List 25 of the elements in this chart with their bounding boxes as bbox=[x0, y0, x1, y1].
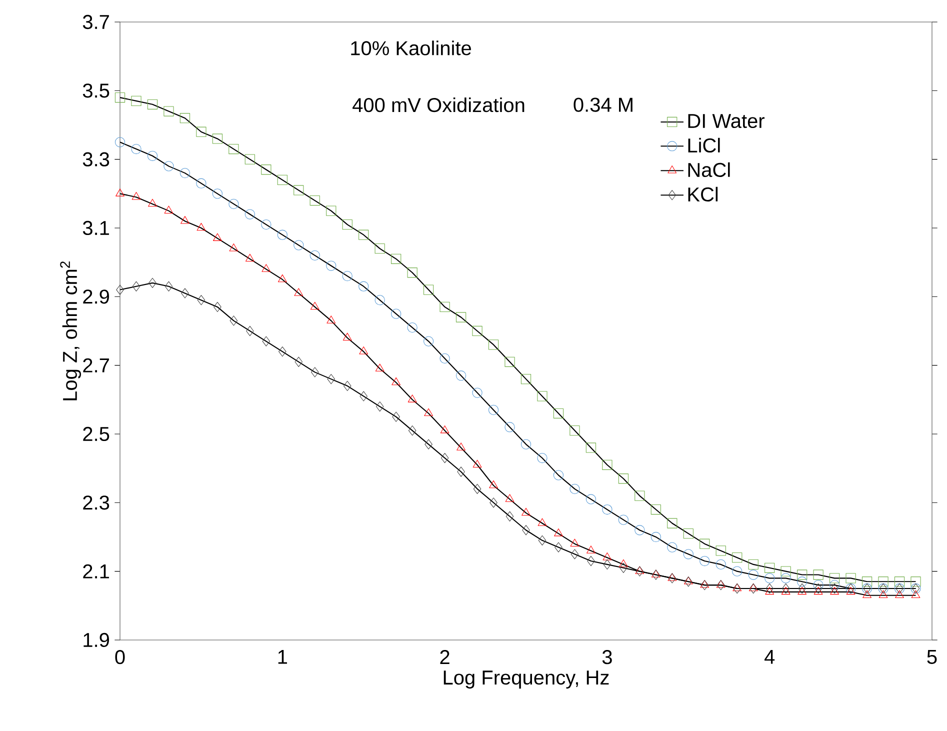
y-tick-label: 3.1 bbox=[82, 220, 109, 236]
legend-label: DI Water bbox=[688, 114, 764, 128]
annotation: 400 mV Oxidization bbox=[352, 97, 524, 112]
legend-label: NaCl bbox=[688, 162, 730, 178]
annotation: 10% Kaolinite bbox=[351, 40, 471, 56]
x-tick-label: 0 bbox=[115, 650, 125, 664]
y-tick-label: 3.3 bbox=[82, 152, 110, 166]
legend-label: KCl bbox=[688, 186, 718, 202]
y-tick-label: 2.1 bbox=[83, 564, 109, 578]
x-axis-title: Log Frequency, Hz bbox=[444, 670, 609, 689]
y-tick-label: 1.9 bbox=[84, 632, 109, 648]
y-tick-label: 2.9 bbox=[83, 290, 109, 304]
y-tick-label: 2.5 bbox=[83, 426, 110, 442]
y-tick-label: 3.7 bbox=[82, 14, 109, 30]
annotation: 0.34 M bbox=[574, 98, 632, 112]
x-tick-label: 1 bbox=[278, 650, 287, 664]
legend-label: LiCl bbox=[688, 138, 720, 153]
x-tick-label: 2 bbox=[440, 650, 450, 664]
x-tick-label: 5 bbox=[927, 650, 937, 664]
y-axis-title: Log Z, ohm cm$^{2}$ bbox=[60, 261, 81, 400]
x-tick-label: 4 bbox=[764, 650, 775, 664]
y-tick-label: 2.7 bbox=[83, 358, 109, 372]
y-tick-label: 3.5 bbox=[82, 84, 110, 98]
x-tick-label: 3 bbox=[602, 650, 612, 664]
y-tick-label: 2.3 bbox=[83, 496, 110, 510]
